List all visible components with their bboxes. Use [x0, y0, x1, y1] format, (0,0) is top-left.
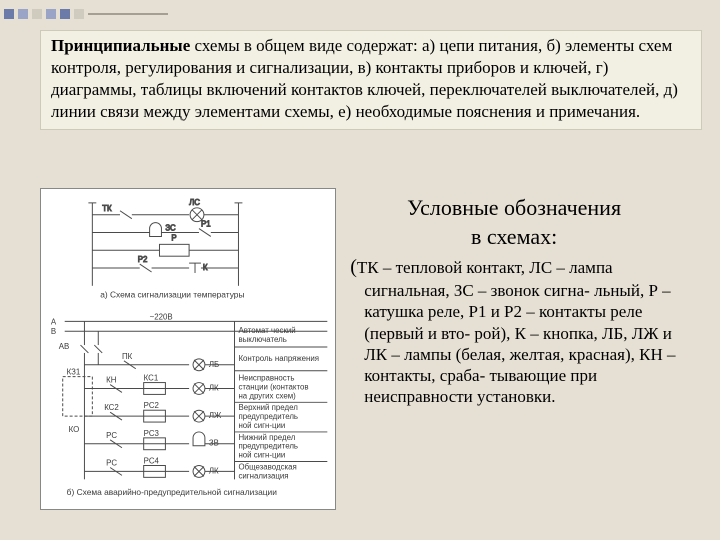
label-zs: ЗС: [165, 224, 176, 233]
r4-lamp: ЗВ: [209, 439, 219, 448]
label-p2: Р2: [138, 255, 148, 264]
rc1: Контроль напряжения: [238, 354, 319, 363]
r1-lamp: ЛБ: [209, 360, 219, 369]
rc5a: Общезаводская: [238, 462, 296, 471]
bus-a: A: [51, 317, 57, 326]
legend-title: Условные обозначения в схемах:: [350, 194, 678, 251]
rc4b: предупредитель: [238, 442, 298, 451]
label-p1: Р1: [201, 220, 211, 229]
ko: КО: [69, 425, 80, 434]
deco-sq-icon: [32, 9, 42, 19]
legend-title-1: Условные обозначения: [407, 195, 621, 220]
content-row: ТК ЛС ЗС Р1: [40, 188, 680, 518]
r3-l: КС2: [104, 403, 119, 412]
r5-m: РС4: [144, 457, 160, 466]
r5-l: РС: [106, 459, 117, 468]
deco-sq-icon: [18, 9, 28, 19]
col-header-1: Автомат ческий: [238, 326, 295, 335]
deco-line-icon: [88, 13, 168, 15]
legend-panel: Условные обозначения в схемах: (ТК – теп…: [344, 188, 680, 518]
rc2b: станции (контактов: [238, 382, 308, 391]
deco-sq-icon: [4, 9, 14, 19]
deco-sq-icon: [46, 9, 56, 19]
svg-text:АВ: АВ: [59, 342, 70, 351]
legend-body: (ТК – тепловой контакт, ЛС – лампа сигна…: [350, 255, 678, 408]
description-panel: Принципиальные схемы в общем виде содерж…: [40, 30, 702, 130]
rc3b: предупредитель: [238, 412, 298, 421]
bus-volt: ~220В: [150, 312, 173, 321]
r4-l: РС: [106, 431, 117, 440]
schematic-figure: ТК ЛС ЗС Р1: [40, 188, 336, 510]
rc4a: Нижний предел: [238, 433, 295, 442]
schematic-svg: ТК ЛС ЗС Р1: [41, 189, 335, 509]
bus-b: B: [51, 327, 56, 336]
rc3c: ной сигн-ции: [238, 421, 285, 430]
caption-b: б) Схема аварийно-предупредительной сигн…: [67, 487, 278, 497]
rc2c: на других схем): [238, 391, 296, 400]
caption-a: а) Схема сигнализации температуры: [100, 290, 244, 300]
kz1: КЗ1: [67, 368, 81, 377]
r3-lamp: ЛЖ: [209, 411, 222, 420]
deco-sq-icon: [74, 9, 84, 19]
r1-l: ПК: [122, 352, 133, 361]
deco-sq-icon: [60, 9, 70, 19]
label-tk: ТК: [102, 204, 112, 213]
rc5b: сигнализация: [238, 471, 288, 480]
rc4c: ной сигн-ции: [238, 451, 285, 460]
slide: Принципиальные схемы в общем виде содерж…: [0, 0, 720, 540]
r4-m: РС3: [144, 429, 160, 438]
rc3a: Верхний предел: [238, 403, 298, 412]
legend-title-2: в схемах:: [471, 224, 557, 249]
r2-lamp: ЛК: [209, 383, 219, 392]
r5-lamp: ЛК: [209, 466, 219, 475]
rc2a: Неисправность: [238, 374, 294, 383]
corner-decoration: [4, 4, 244, 24]
label-ls: ЛС: [189, 198, 200, 207]
label-p: Р: [171, 233, 176, 242]
col-header-2: выключатель: [238, 335, 286, 344]
r3-m: РС2: [144, 401, 159, 410]
description-lead: Принципиальные: [51, 36, 190, 55]
r2-l: КН: [106, 376, 117, 385]
legend-body-text: ТК – тепловой контакт, ЛС – лампа сигнал…: [357, 258, 676, 406]
label-k: К: [203, 263, 208, 272]
r2-m: КС1: [144, 374, 159, 383]
